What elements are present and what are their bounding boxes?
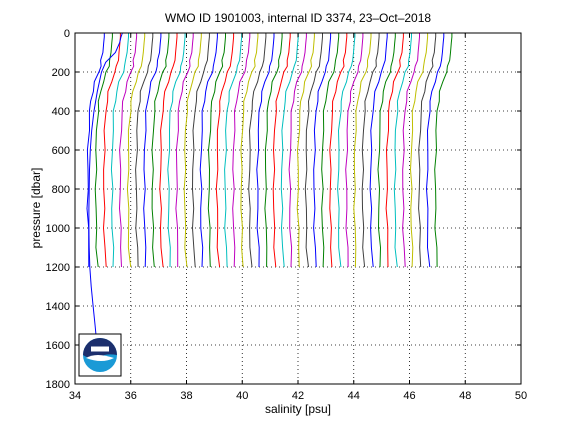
salinity-profile xyxy=(264,33,283,268)
salinity-profile xyxy=(256,33,275,268)
salinity-profile xyxy=(296,33,315,268)
salinity-profile xyxy=(377,33,396,268)
deep-salinity-profile xyxy=(88,32,123,346)
salinity-profile xyxy=(425,33,445,268)
salinity-profile xyxy=(385,33,404,268)
x-tick-label: 46 xyxy=(403,390,415,402)
salinity-profile xyxy=(159,33,178,268)
salinity-profile xyxy=(183,33,202,268)
salinity-profile xyxy=(167,33,186,268)
salinity-profile xyxy=(110,33,129,268)
salinity-profile xyxy=(393,33,412,268)
salinity-profile xyxy=(151,33,170,268)
salinity-profile xyxy=(118,33,138,268)
salinity-profile xyxy=(329,33,348,268)
salinity-profile xyxy=(224,33,243,268)
y-tick-label: 200 xyxy=(52,67,70,79)
y-tick-label: 1000 xyxy=(46,223,70,235)
salinity-profile xyxy=(143,33,162,268)
salinity-profile xyxy=(86,33,105,268)
y-axis-label: pressure [dbar] xyxy=(29,168,43,249)
chart-title: WMO ID 1901003, internal ID 3374, 23–Oct… xyxy=(165,11,431,25)
salinity-profile xyxy=(199,33,218,268)
y-tick-label: 1200 xyxy=(46,262,70,274)
salinity-profile xyxy=(321,33,340,268)
salinity-profile xyxy=(232,33,251,268)
x-tick-label: 48 xyxy=(459,390,471,402)
salinity-profile xyxy=(280,33,299,268)
noaa-logo xyxy=(78,333,122,377)
y-tick-label: 600 xyxy=(52,145,70,157)
salinity-profile xyxy=(94,33,113,268)
axis-ticks: 34 36 38 40 42 44 46 48 50 0 200 400 600 800 1000 1200 1… xyxy=(46,28,528,402)
x-tick-label: 34 xyxy=(69,390,81,402)
profiles xyxy=(86,32,453,346)
x-tick-label: 38 xyxy=(180,390,192,402)
salinity-profile xyxy=(175,33,194,267)
salinity-profile xyxy=(313,33,332,268)
x-tick-label: 42 xyxy=(292,390,304,402)
y-tick-label: 0 xyxy=(64,28,70,40)
salinity-profile xyxy=(402,33,420,268)
salinity-profile xyxy=(191,33,210,268)
salinity-profile xyxy=(126,33,146,268)
salinity-profile xyxy=(102,33,121,268)
x-tick-label: 36 xyxy=(125,390,137,402)
salinity-profile xyxy=(248,33,267,268)
y-tick-label: 800 xyxy=(52,184,70,196)
salinity-profile xyxy=(135,33,154,268)
x-tick-label: 44 xyxy=(348,390,360,402)
salinity-profile xyxy=(369,33,388,268)
salinity-profile xyxy=(345,33,364,268)
salinity-profile xyxy=(418,33,437,268)
logo-gull xyxy=(86,355,114,361)
y-tick-label: 1400 xyxy=(46,301,70,313)
grid xyxy=(75,33,521,384)
y-tick-label: 1600 xyxy=(46,340,70,352)
salinity-profile xyxy=(409,33,429,268)
y-tick-label: 400 xyxy=(52,106,70,118)
salinity-profile xyxy=(353,33,372,268)
salinity-profile xyxy=(434,33,453,268)
salinity-profile xyxy=(337,33,356,268)
salinity-profile xyxy=(272,33,291,268)
salinity-profile xyxy=(304,33,323,268)
salinity-profile xyxy=(215,33,235,268)
y-tick-label: 1800 xyxy=(46,379,70,391)
salinity-profile xyxy=(207,33,226,268)
salinity-profile xyxy=(361,33,380,268)
salinity-profile xyxy=(288,33,307,268)
salinity-profile xyxy=(240,33,259,268)
x-tick-label: 50 xyxy=(515,390,527,402)
x-axis-label: salinity [psu] xyxy=(265,402,331,416)
x-tick-label: 40 xyxy=(236,390,248,402)
